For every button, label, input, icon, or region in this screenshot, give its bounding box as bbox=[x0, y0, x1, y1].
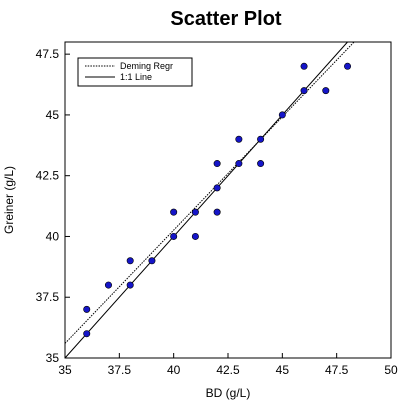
data-point bbox=[300, 87, 308, 95]
y-tick-label: 42.5 bbox=[36, 169, 60, 183]
data-point bbox=[344, 62, 352, 70]
data-point bbox=[278, 111, 286, 119]
data-point bbox=[83, 330, 91, 338]
data-point bbox=[191, 232, 199, 240]
data-points bbox=[83, 62, 352, 338]
data-point bbox=[257, 160, 265, 168]
y-tick-label: 35 bbox=[46, 351, 60, 365]
y-tick-label: 45 bbox=[46, 108, 60, 122]
data-point bbox=[83, 305, 91, 313]
data-point bbox=[126, 281, 134, 289]
data-point bbox=[235, 160, 243, 168]
deming-regression-line bbox=[64, 41, 355, 344]
identity-line bbox=[64, 41, 348, 359]
data-point bbox=[213, 208, 221, 216]
x-tick-label: 50 bbox=[384, 363, 398, 377]
data-point bbox=[170, 232, 178, 240]
y-tick-label: 37.5 bbox=[36, 290, 60, 304]
data-point bbox=[235, 135, 243, 143]
axis-ticks: 35 37.5 40 42.5 45 47.5 50 35 37.5 40 42.5 45 47.5 bbox=[36, 47, 398, 377]
data-point bbox=[213, 184, 221, 192]
x-tick-label: 35 bbox=[58, 363, 72, 377]
y-tick-label: 47.5 bbox=[36, 47, 60, 61]
data-point bbox=[300, 62, 308, 70]
x-tick-label: 42.5 bbox=[216, 363, 240, 377]
y-tick-label: 40 bbox=[46, 229, 60, 243]
x-tick-label: 37.5 bbox=[108, 363, 132, 377]
x-tick-label: 47.5 bbox=[325, 363, 349, 377]
chart-title: Scatter Plot bbox=[170, 8, 281, 30]
x-tick-label: 45 bbox=[276, 363, 290, 377]
data-point bbox=[191, 208, 199, 216]
data-point bbox=[322, 87, 330, 95]
legend-box bbox=[77, 57, 193, 87]
data-point bbox=[104, 281, 112, 289]
legend: Deming Regr 1:1 Line bbox=[77, 57, 193, 87]
regression-lines bbox=[64, 41, 355, 359]
y-axis-label: Greiner (g/L) bbox=[2, 166, 16, 234]
x-tick-label: 40 bbox=[167, 363, 181, 377]
legend-label-identity: 1:1 Line bbox=[120, 72, 152, 82]
legend-label-deming: Deming Regr bbox=[120, 61, 173, 71]
data-point bbox=[170, 208, 178, 216]
data-point bbox=[126, 257, 134, 265]
data-point bbox=[257, 135, 265, 143]
x-axis-label: BD (g/L) bbox=[206, 386, 251, 400]
data-point bbox=[213, 160, 221, 168]
plot-frame bbox=[64, 41, 392, 359]
data-point bbox=[148, 257, 156, 265]
